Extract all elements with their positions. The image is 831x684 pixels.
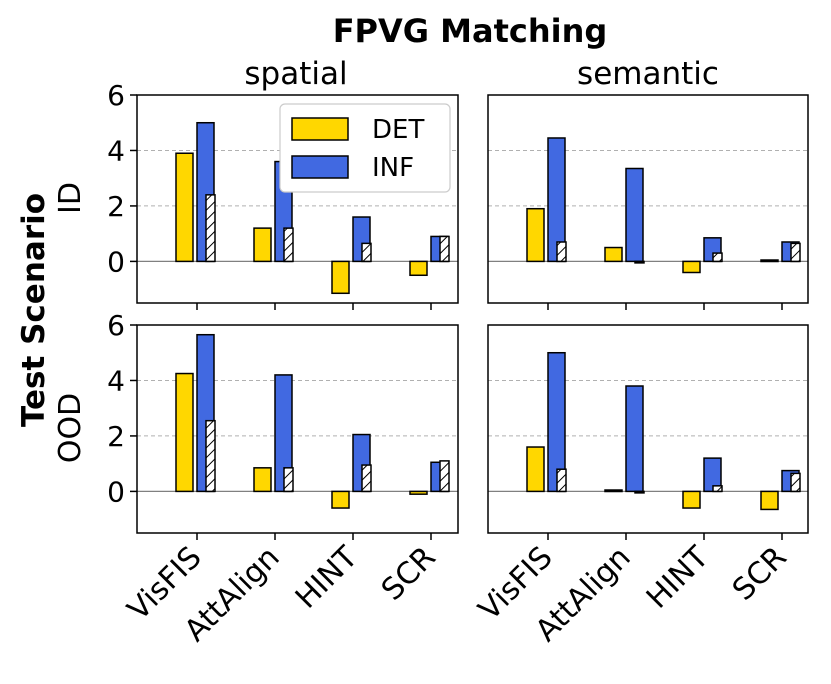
bar-hatched-hint xyxy=(361,242,372,263)
y-tick-label: 6 xyxy=(107,309,125,342)
bar-inf-attalign xyxy=(625,385,644,493)
bar-hatched-hint xyxy=(712,485,723,493)
x-tick-label-hint: HINT xyxy=(289,539,365,615)
bar-det-hint xyxy=(331,490,350,509)
row-label-ood: OOD xyxy=(53,393,88,463)
bar-det-attalign xyxy=(604,246,623,263)
chart-title: FPVG Matching xyxy=(333,12,608,50)
bar-hatched-scr xyxy=(790,242,801,263)
bar-det-attalign xyxy=(604,489,623,493)
y-tick-label: 2 xyxy=(107,420,125,453)
bar-det-visfis xyxy=(526,446,545,493)
bar-det-hint xyxy=(331,260,350,295)
bar-hatched-scr xyxy=(439,460,450,493)
row-label-id: ID xyxy=(53,182,88,214)
bar-inf-attalign xyxy=(625,167,644,263)
bar-hatched-attalign xyxy=(283,467,294,493)
axes-frame xyxy=(487,324,809,534)
y-tick-label: 0 xyxy=(107,245,125,278)
panel-id-semantic xyxy=(487,94,809,310)
bar-det-scr xyxy=(409,260,428,277)
bar-det-hint xyxy=(682,490,701,509)
legend-swatch-inf xyxy=(291,155,349,179)
bar-hatched-hint xyxy=(712,252,723,263)
y-tick-label: 2 xyxy=(107,190,125,223)
bar-det-visfis xyxy=(175,372,194,493)
bar-hatched-attalign xyxy=(634,490,645,494)
bar-det-scr xyxy=(409,490,428,495)
bar-hatched-visfis xyxy=(205,194,216,263)
bar-hatched-hint xyxy=(361,464,372,493)
y-tick-label: 6 xyxy=(107,79,125,112)
y-tick-label: 4 xyxy=(107,134,125,167)
bar-hatched-scr xyxy=(439,235,450,263)
legend-label-det: DET xyxy=(372,115,424,145)
x-tick-label-scr: SCR xyxy=(726,540,794,608)
bar-hatched-attalign xyxy=(283,227,294,263)
bar-hatched-visfis xyxy=(205,419,216,493)
bar-hatched-visfis xyxy=(556,241,567,263)
bar-det-visfis xyxy=(175,152,194,263)
y-tick-label: 4 xyxy=(107,364,125,397)
axes-frame xyxy=(136,324,459,534)
bar-det-scr xyxy=(760,490,779,511)
column-title-spatial: spatial xyxy=(244,56,347,92)
bar-det-attalign xyxy=(253,227,272,263)
bar-det-hint xyxy=(682,260,701,274)
legend: DET INF xyxy=(279,103,451,193)
bar-det-visfis xyxy=(526,207,545,263)
bar-hatched-attalign xyxy=(634,260,645,264)
column-title-semantic: semantic xyxy=(577,56,719,92)
legend-swatch-det xyxy=(291,117,349,141)
axes-frame xyxy=(487,94,809,304)
legend-box xyxy=(279,103,451,193)
legend-label-inf: INF xyxy=(372,153,414,183)
bar-hatched-scr xyxy=(790,472,801,493)
y-tick-label: 0 xyxy=(107,475,125,508)
bar-det-scr xyxy=(760,259,779,263)
y-axis-label: Test Scenario xyxy=(16,193,52,427)
x-tick-label-hint: HINT xyxy=(640,539,716,615)
x-tick-label-scr: SCR xyxy=(375,540,443,608)
axes-frame xyxy=(136,94,459,304)
bar-hatched-visfis xyxy=(556,468,567,493)
bar-det-attalign xyxy=(253,467,272,493)
